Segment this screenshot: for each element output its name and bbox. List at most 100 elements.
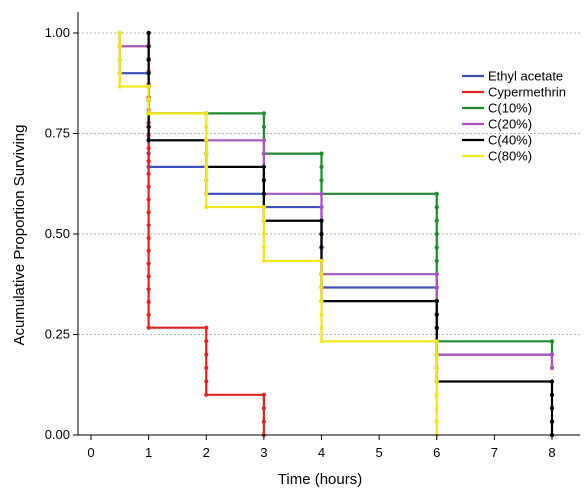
x-tick-label: 4 — [318, 445, 325, 460]
data-point — [146, 312, 151, 317]
legend-label: C(10%) — [488, 101, 532, 116]
data-point — [549, 406, 555, 411]
data-point — [261, 178, 266, 183]
x-tick-label: 1 — [145, 445, 152, 460]
data-point — [146, 44, 151, 49]
data-point — [261, 218, 266, 223]
data-point — [319, 339, 324, 344]
data-point — [434, 285, 439, 290]
data-point — [319, 312, 324, 317]
data-point — [319, 191, 324, 196]
data-point — [261, 258, 266, 264]
x-tick-label: 8 — [548, 445, 555, 460]
x-axis-title: Time (hours) — [278, 471, 362, 488]
data-point — [261, 151, 266, 156]
data-point — [261, 245, 266, 250]
y-tick-label: 0.25 — [45, 327, 70, 342]
data-point — [204, 392, 209, 397]
legend-label: C(80%) — [488, 149, 532, 164]
x-tick-label: 5 — [376, 445, 383, 460]
y-tick-label: 0.00 — [45, 427, 70, 442]
data-point — [549, 339, 555, 344]
data-point — [204, 124, 209, 129]
series-line — [118, 33, 438, 435]
data-point — [434, 258, 439, 263]
legend-label: Cypermethrin — [488, 85, 566, 100]
series-c-80- — [117, 30, 439, 438]
data-point — [261, 124, 266, 129]
data-point — [319, 299, 324, 304]
data-point — [117, 44, 122, 49]
data-point — [261, 138, 266, 143]
data-point — [146, 97, 151, 103]
data-point — [434, 392, 439, 397]
data-point — [146, 146, 151, 151]
x-tick-label: 7 — [491, 445, 498, 460]
data-point — [319, 178, 324, 183]
data-point — [434, 205, 439, 210]
series-layer — [117, 30, 555, 438]
series-line — [147, 33, 554, 435]
data-point — [319, 218, 324, 223]
data-point — [549, 419, 555, 424]
legend-label: C(20%) — [488, 117, 532, 132]
legend-item: C(80%) — [462, 149, 532, 164]
data-point — [549, 365, 555, 370]
data-point — [146, 184, 151, 189]
data-point — [204, 365, 209, 371]
data-point — [434, 379, 439, 384]
legend-item: C(40%) — [462, 133, 532, 148]
data-point — [204, 338, 209, 344]
data-point — [434, 312, 439, 317]
data-point — [434, 245, 439, 250]
data-point — [549, 392, 555, 398]
data-point — [204, 178, 209, 183]
data-point — [146, 274, 151, 279]
data-point — [146, 124, 151, 130]
y-axis-title: Acumulative Proportion Surviving — [11, 125, 28, 346]
data-point — [434, 218, 439, 223]
legend-item: C(20%) — [462, 117, 532, 132]
data-point — [261, 164, 266, 169]
data-point — [319, 164, 324, 170]
x-tick-label: 3 — [260, 445, 267, 460]
data-point — [146, 84, 151, 89]
data-point — [434, 365, 439, 371]
data-point — [204, 379, 209, 384]
data-point — [434, 406, 439, 411]
data-point — [434, 231, 439, 237]
data-point — [261, 392, 266, 397]
data-point — [319, 245, 324, 250]
data-point — [434, 339, 439, 344]
data-point — [319, 325, 324, 331]
data-point — [204, 151, 209, 156]
data-point — [117, 84, 122, 89]
legend-item: Ethyl acetate — [462, 69, 563, 84]
legend-item: C(10%) — [462, 101, 532, 116]
legend-label: Ethyl acetate — [488, 69, 563, 84]
data-point — [146, 111, 151, 116]
data-point — [146, 248, 151, 253]
axes — [77, 12, 580, 436]
data-point — [146, 261, 151, 266]
data-point — [117, 30, 122, 36]
data-point — [146, 235, 151, 241]
data-point — [146, 138, 151, 143]
data-point — [319, 232, 324, 237]
data-point — [146, 71, 151, 76]
data-point — [146, 325, 151, 330]
data-point — [549, 352, 555, 357]
data-point — [204, 191, 209, 196]
data-point — [319, 205, 324, 210]
data-point — [204, 352, 209, 357]
data-point — [204, 204, 209, 210]
data-point — [549, 379, 555, 384]
x-tick-label: 0 — [87, 445, 94, 460]
legend-label: C(40%) — [488, 133, 532, 148]
data-point — [261, 419, 266, 424]
data-point — [434, 352, 439, 357]
y-tick-label: 0.75 — [45, 126, 70, 141]
data-point — [204, 111, 209, 116]
data-point — [261, 204, 266, 210]
